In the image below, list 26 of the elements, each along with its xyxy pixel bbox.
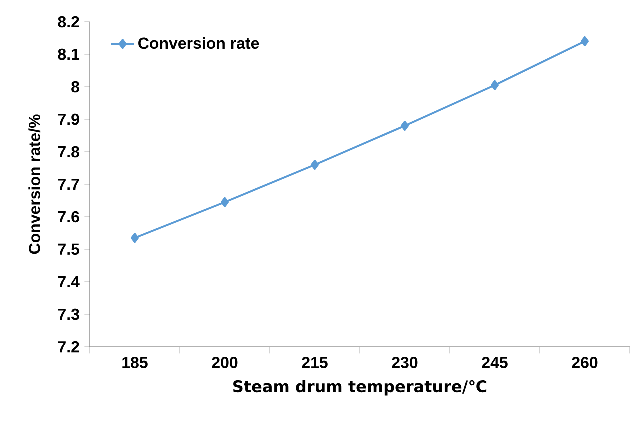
y-tick-label: 7.8 [58, 146, 80, 158]
y-tick-label: 8 [72, 81, 80, 93]
point [401, 120, 409, 131]
y-axis-title: Conversion rate/% [28, 114, 41, 254]
point [581, 36, 589, 46]
x-tick-label: 245 [482, 357, 508, 368]
y-tick-label: 7.2 [58, 341, 80, 353]
point [311, 160, 319, 170]
legend-label: Conversion rate [138, 37, 260, 50]
y-tick-label: 7.7 [58, 179, 80, 190]
point [491, 80, 499, 90]
x-tick-label: 185 [122, 357, 148, 368]
x-axis-title: Steam drum temperature/℃ [234, 380, 487, 396]
x-tick-label: 230 [392, 357, 418, 368]
y-tick-label: 7.6 [58, 211, 80, 223]
y-tick-label: 7.5 [58, 244, 80, 256]
y-tick-label: 8.2 [58, 16, 80, 28]
x-tick-label: 215 [302, 357, 328, 368]
x-tick-label: 200 [212, 357, 238, 368]
y-tick-label: 7.3 [58, 308, 80, 320]
point [131, 233, 139, 244]
y-tick-label: 7.9 [58, 114, 80, 126]
y-tick-label: 8.1 [58, 48, 80, 60]
point [221, 197, 229, 208]
y-tick-label: 7.4 [58, 276, 80, 288]
x-tick-label: 260 [572, 357, 598, 368]
